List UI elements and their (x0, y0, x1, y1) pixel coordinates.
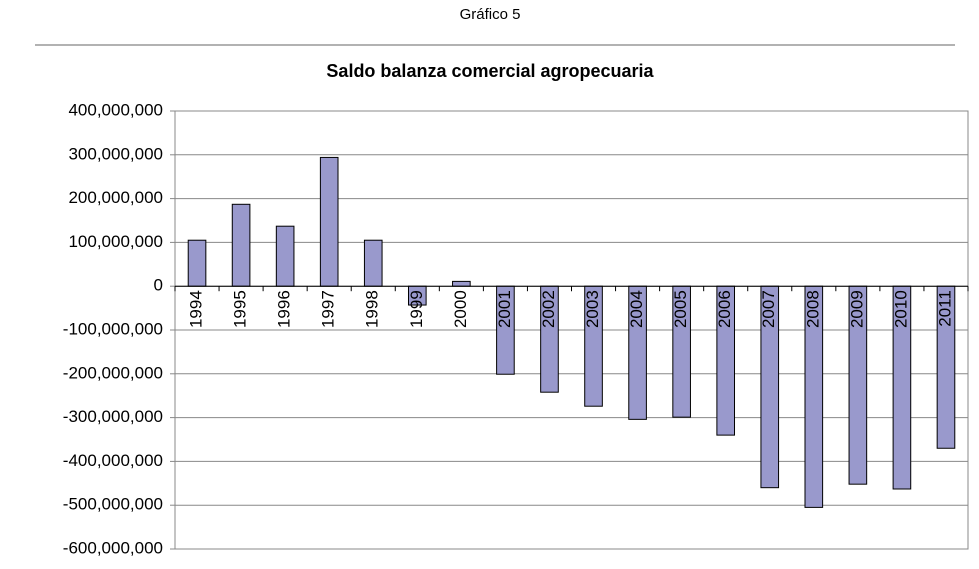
y-tick-label: -600,000,000 (63, 538, 163, 557)
x-tick-label: 2004 (627, 290, 646, 328)
y-tick-label: 400,000,000 (68, 100, 163, 119)
bar (231, 203, 251, 287)
x-tick-label: 1998 (363, 290, 382, 328)
x-tick-label: 1994 (187, 290, 206, 328)
x-tick-label: 2002 (539, 290, 558, 328)
x-tick-label: 2009 (847, 290, 866, 328)
caption: Gráfico 5 (460, 6, 521, 23)
y-tick-label: 200,000,000 (68, 188, 163, 207)
x-tick-label: 1999 (407, 290, 426, 328)
x-tick-label: 2010 (891, 290, 910, 328)
chart-title: Saldo balanza comercial agropecuaria (326, 61, 654, 81)
bar (452, 280, 471, 287)
x-tick-label: 1996 (275, 290, 294, 328)
bar (187, 239, 207, 287)
y-tick-label: 100,000,000 (68, 232, 163, 251)
y-tick-label: -400,000,000 (63, 451, 163, 470)
x-tick-label: 1997 (319, 290, 338, 328)
y-tick-label: -300,000,000 (63, 407, 163, 426)
bar (363, 239, 383, 287)
y-tick-label: -500,000,000 (63, 495, 163, 514)
y-tick-label: -100,000,000 (63, 319, 163, 338)
x-tick-label: 1995 (231, 290, 250, 328)
x-tick-label: 2003 (583, 290, 602, 328)
x-tick-label: 2007 (759, 290, 778, 328)
x-tick-label: 2006 (715, 290, 734, 328)
y-tick-label: 0 (154, 276, 163, 295)
y-tick-label: -200,000,000 (63, 363, 163, 382)
x-tick-label: 2001 (495, 290, 514, 328)
x-tick-label: 2000 (451, 290, 470, 328)
y-tick-label: 300,000,000 (68, 144, 163, 163)
x-tick-label: 2008 (803, 290, 822, 328)
x-tick-label: 2011 (935, 290, 954, 327)
bar (319, 156, 339, 287)
bar (275, 225, 295, 287)
x-tick-label: 2005 (671, 290, 690, 328)
